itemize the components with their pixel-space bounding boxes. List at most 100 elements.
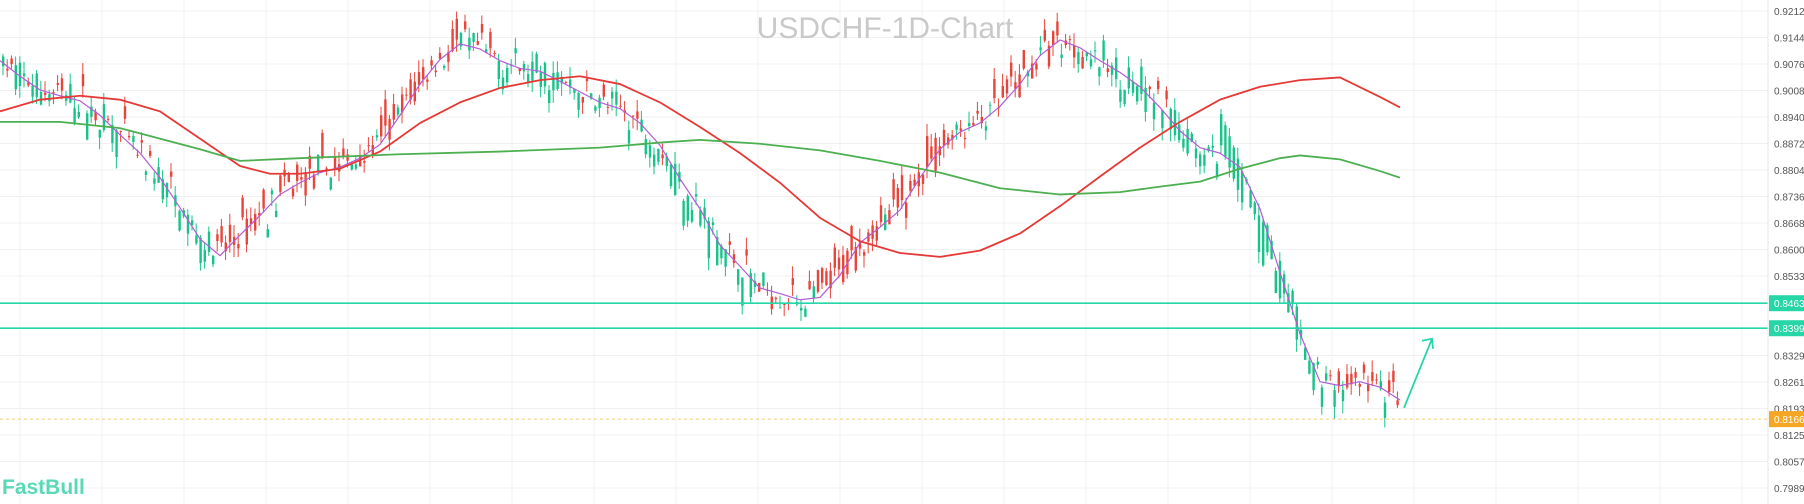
candle-body <box>430 60 433 66</box>
candle-body <box>405 94 408 96</box>
ma-fast-line <box>0 39 1401 401</box>
candle-body <box>409 79 412 100</box>
candle-body <box>913 179 916 186</box>
candle-body <box>489 31 492 49</box>
candle-body <box>1278 260 1282 299</box>
candle-body <box>930 146 933 159</box>
candle-body <box>581 97 584 103</box>
candle-body <box>161 179 164 200</box>
candle-body <box>1106 68 1109 73</box>
candle-body <box>308 155 311 169</box>
brand-logo: FastBull <box>2 476 85 499</box>
candle-body <box>871 225 874 239</box>
candle-body <box>52 92 55 94</box>
candle-body <box>1001 85 1004 98</box>
candle-body <box>1304 347 1307 360</box>
candle-body <box>195 235 198 244</box>
candle-body <box>905 202 908 218</box>
candle-body <box>1316 361 1319 365</box>
candle-body <box>1089 59 1093 67</box>
candle-body <box>577 92 580 110</box>
price-tick-label: 0.92123 <box>1774 7 1804 18</box>
candle-body <box>573 88 576 93</box>
candle-body <box>1131 81 1135 93</box>
candle-body <box>1018 74 1021 98</box>
candle-body <box>909 180 912 191</box>
candle-body <box>951 134 954 140</box>
candle-body <box>1039 47 1042 51</box>
candle-body <box>275 210 278 218</box>
candle-body <box>522 63 526 72</box>
candle-body <box>1102 40 1105 61</box>
candle-body <box>1060 54 1063 59</box>
candle-body <box>60 78 64 91</box>
candle-body <box>249 218 253 225</box>
candle-body <box>258 212 261 216</box>
candle-body <box>203 249 206 262</box>
candle-body <box>1022 50 1025 69</box>
candle-body <box>69 83 72 103</box>
candle-body <box>1329 375 1332 377</box>
candle-body <box>779 307 782 309</box>
forecast-arrow <box>1403 337 1434 409</box>
candle-body <box>342 148 345 158</box>
candle-body <box>1270 240 1273 260</box>
candle-body <box>724 249 727 267</box>
price-axis: 0.92123 0.91443 0.90764 0.90085 0.89405 0.887… <box>1767 0 1804 504</box>
candle-body <box>896 188 899 208</box>
candle-body <box>1186 128 1189 154</box>
candle-body <box>863 252 866 256</box>
price-tick-label: 0.82613 <box>1774 378 1804 389</box>
price-tick-label: 0.81254 <box>1774 431 1804 442</box>
candle-body <box>1148 86 1151 90</box>
price-tick-label: 0.81661 <box>1774 415 1804 426</box>
candle-body <box>434 70 437 73</box>
candle-body <box>959 128 962 131</box>
candle-body <box>665 156 668 167</box>
candle-body <box>245 218 248 245</box>
price-tick-label: 0.89405 <box>1774 113 1804 124</box>
candle-body <box>392 104 395 120</box>
candle-body <box>942 129 946 146</box>
candle-body <box>934 137 937 171</box>
candle-body <box>1392 370 1395 383</box>
candle-body <box>1325 373 1328 381</box>
candle-body <box>514 48 517 54</box>
candle-body <box>1371 372 1374 382</box>
price-tick-label: 0.90764 <box>1774 60 1804 71</box>
candle-body <box>1010 62 1013 77</box>
price-tick-label: 0.81933 <box>1774 405 1804 416</box>
candle-body <box>527 74 530 84</box>
candle-body <box>367 145 370 147</box>
candle-body <box>594 106 597 111</box>
candle-body <box>115 130 118 158</box>
candle-body <box>224 242 227 252</box>
candle-body <box>132 135 135 142</box>
candle-body <box>1115 57 1118 80</box>
candle-body <box>1341 389 1345 402</box>
candle-body <box>774 297 778 300</box>
candle-body <box>123 106 127 119</box>
candle-body <box>993 78 996 99</box>
candle-body <box>237 244 240 249</box>
candle-body <box>963 137 967 140</box>
candle-body <box>804 308 807 317</box>
candle-body <box>77 111 80 118</box>
candle-body <box>447 52 450 62</box>
horizontal-levels <box>0 302 1768 420</box>
candle-body <box>485 49 488 53</box>
candle-body <box>661 154 664 159</box>
candle-body <box>228 224 232 243</box>
candle-body <box>384 99 387 126</box>
candle-body <box>598 97 601 109</box>
candle-body <box>1165 90 1168 100</box>
candle-body <box>1358 384 1361 387</box>
candle-body <box>472 32 475 42</box>
candle-body <box>1031 63 1034 79</box>
candle-body <box>455 18 458 40</box>
candle-body <box>980 116 983 124</box>
candle-body <box>157 167 160 183</box>
candle-body <box>808 280 811 290</box>
candle-body <box>153 178 156 184</box>
candle-body <box>39 92 43 105</box>
